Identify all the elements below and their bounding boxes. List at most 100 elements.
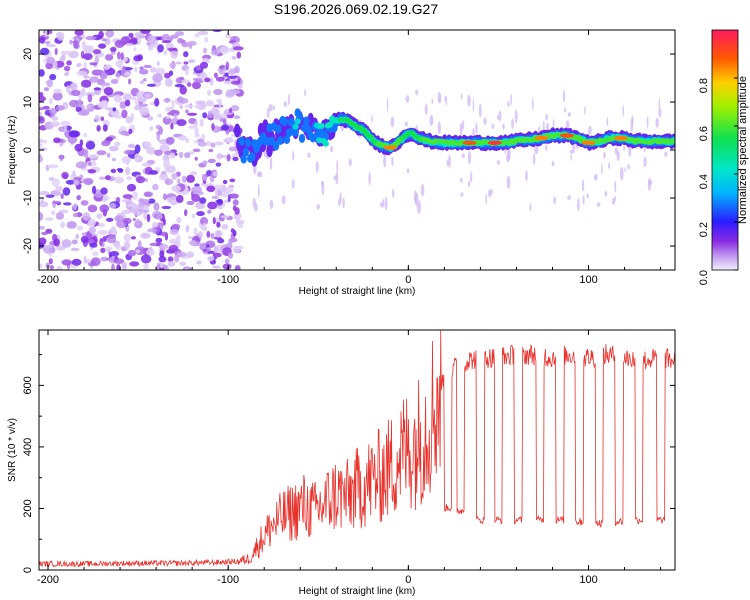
noise-blob	[185, 109, 189, 114]
noise-blob	[194, 120, 198, 127]
speckle-blob	[624, 167, 626, 173]
speckle-blob	[380, 202, 383, 208]
noise-blob	[91, 185, 97, 195]
noise-blob	[232, 46, 244, 51]
speckle-blob	[552, 119, 555, 128]
ridge-blob	[368, 134, 375, 139]
noise-blob	[110, 168, 117, 174]
noise-blob	[83, 61, 87, 70]
noise-blob	[212, 30, 222, 33]
noise-blob	[112, 158, 116, 162]
noise-blob	[73, 179, 80, 186]
noise-blob	[51, 116, 59, 121]
ridge-blob	[242, 147, 249, 157]
noise-blob	[147, 116, 154, 121]
noise-blob	[49, 97, 53, 105]
y-tick-label: 400	[22, 438, 34, 456]
noise-blob	[189, 43, 193, 50]
colorbar-tick-label: 0.0	[698, 270, 710, 285]
noise-blob	[210, 232, 215, 239]
noise-blob	[45, 62, 53, 70]
speckle-blob	[630, 119, 634, 133]
colorbar: 0.0 0.2 0.4 0.6 0.8 Normalized spectral ampl…	[698, 29, 749, 285]
noise-blob	[139, 80, 145, 85]
speckle-blob	[269, 157, 273, 171]
noise-blob	[53, 238, 60, 247]
noise-blob	[176, 194, 184, 204]
noise-blob	[213, 104, 224, 108]
noise-blob	[157, 44, 164, 53]
noise-blob	[74, 143, 83, 152]
noise-blob	[51, 210, 56, 216]
noise-blob	[202, 248, 208, 253]
noise-blob	[230, 80, 241, 85]
noise-blob	[159, 250, 165, 258]
speckle-blob	[643, 156, 647, 168]
noise-blob	[227, 75, 238, 79]
noise-blob	[103, 87, 114, 96]
ridge-peak	[559, 133, 574, 138]
noise-blob	[197, 141, 207, 147]
x-tick-label: -200	[37, 574, 59, 586]
speckle-blob	[577, 198, 580, 212]
noise-blob	[63, 202, 72, 206]
noise-blob	[101, 100, 109, 108]
noise-blob	[159, 144, 170, 153]
speckle-blob	[478, 103, 482, 118]
noise-blob	[136, 90, 147, 100]
noise-blob	[221, 124, 230, 131]
speckle-blob	[532, 153, 536, 165]
noise-blob	[194, 100, 206, 105]
noise-blob	[139, 103, 149, 107]
noise-blob	[132, 218, 136, 221]
colorbar-ticks: 0.0 0.2 0.4 0.6 0.8	[698, 77, 738, 285]
noise-blob	[186, 251, 194, 258]
noise-blob	[224, 72, 229, 77]
noise-blob	[140, 232, 151, 239]
noise-blob	[39, 92, 44, 97]
noise-blob	[191, 194, 201, 202]
noise-blob	[123, 241, 131, 250]
noise-blob	[121, 261, 127, 270]
speckle-blob	[507, 100, 510, 108]
speckle-blob	[252, 197, 256, 208]
noise-blob	[226, 136, 234, 143]
noise-blob	[100, 82, 111, 87]
spectrogram-frame	[38, 29, 676, 271]
noise-blob	[216, 205, 224, 210]
noise-blob	[100, 116, 105, 122]
speckle-blob	[417, 200, 421, 214]
noise-blob	[101, 38, 107, 42]
noise-blob	[153, 202, 160, 211]
speckle-blob	[489, 188, 493, 196]
y-tick-label: 20	[22, 48, 34, 60]
noise-blob	[115, 60, 124, 68]
noise-blob	[197, 231, 204, 238]
noise-blob	[122, 65, 126, 75]
noise-blob	[222, 179, 228, 185]
noise-blob	[86, 104, 92, 110]
spectrogram-heatmap	[39, 30, 675, 270]
speckle-blob	[502, 123, 505, 130]
y-tick-label: 0	[22, 567, 34, 573]
noise-blob	[129, 261, 140, 267]
speckle-blob	[483, 117, 487, 125]
speckle-blob	[404, 121, 408, 127]
noise-blob	[110, 225, 117, 235]
noise-blob	[167, 111, 176, 116]
noise-blob	[217, 238, 225, 244]
noise-blob	[80, 88, 86, 97]
noise-blob	[163, 50, 167, 55]
noise-blob	[130, 112, 134, 122]
noise-blob	[207, 89, 211, 96]
noise-blob	[99, 204, 110, 213]
noise-blob	[158, 255, 167, 263]
noise-blob	[167, 261, 176, 267]
noise-blob	[209, 77, 214, 86]
noise-blob	[232, 199, 239, 206]
snr-frame	[38, 329, 676, 571]
noise-blob	[213, 72, 218, 79]
noise-blob	[169, 228, 179, 236]
noise-blob	[120, 52, 125, 61]
noise-blob	[163, 265, 169, 270]
